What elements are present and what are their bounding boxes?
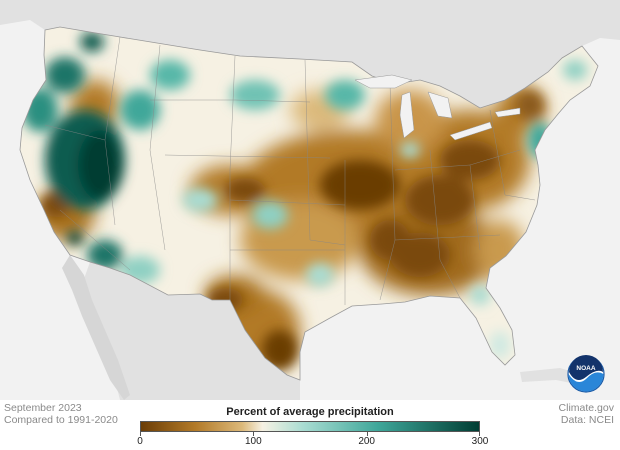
source-label: Data: NCEI [560, 414, 614, 426]
legend-tick-mark [140, 432, 141, 436]
footer-right: Climate.gov Data: NCEI [559, 402, 614, 426]
precipitation-map [0, 0, 620, 400]
legend-tick-mark [479, 432, 480, 436]
legend-tick-mark [253, 432, 255, 436]
mexico-landmass [80, 262, 300, 400]
lake-superior [354, 74, 413, 89]
footer-left: September 2023 Compared to 1991-2020 [4, 402, 118, 426]
baja-california-landmass [62, 255, 130, 400]
legend-tick-mark [366, 432, 368, 436]
lake-huron [427, 91, 453, 119]
legend-tick-label: 200 [358, 436, 375, 447]
legend-title: Percent of average precipitation [226, 406, 394, 418]
legend-color-bar [140, 421, 480, 432]
noaa-logo-icon: NOAA [567, 355, 605, 393]
date-label: September 2023 [4, 402, 82, 414]
state-boundaries [44, 36, 536, 305]
lake-ontario [494, 107, 521, 118]
canada-landmass [0, 0, 620, 108]
lake-michigan [399, 91, 415, 139]
baseline-label: Compared to 1991-2020 [4, 414, 118, 426]
legend-tick-label: 100 [244, 436, 262, 447]
precipitation-anomaly-layer [22, 32, 587, 370]
legend-tick-label: 0 [137, 436, 143, 447]
credit-label: Climate.gov [558, 402, 614, 414]
noaa-logo-text: NOAA [576, 365, 595, 372]
legend-tick-label: 300 [471, 436, 489, 447]
lake-erie [449, 121, 493, 141]
